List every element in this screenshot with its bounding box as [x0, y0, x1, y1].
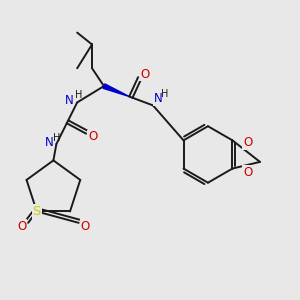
Polygon shape	[103, 84, 129, 97]
Text: O: O	[243, 136, 252, 149]
Text: H: H	[75, 90, 82, 100]
Text: H: H	[161, 88, 169, 98]
Text: N: N	[64, 94, 73, 106]
Text: O: O	[88, 130, 97, 143]
Text: H: H	[53, 133, 60, 142]
Text: N: N	[45, 136, 53, 149]
Text: O: O	[81, 220, 90, 233]
Text: O: O	[140, 68, 149, 81]
Text: N: N	[154, 92, 163, 105]
Text: O: O	[17, 220, 26, 233]
Text: O: O	[243, 166, 252, 179]
Text: S: S	[33, 205, 41, 218]
